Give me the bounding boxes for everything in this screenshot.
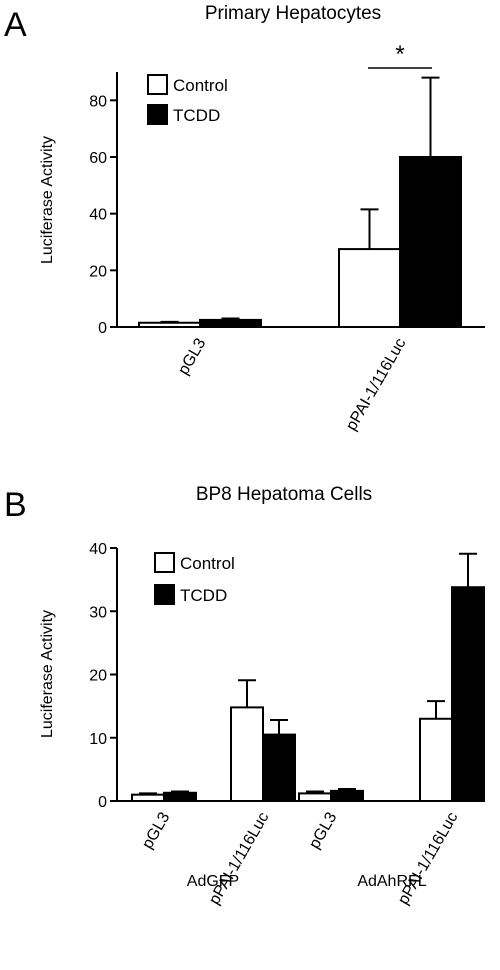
chart-a-bar-tcdd-1	[199, 318, 262, 328]
chart-a-ytick-label: 0	[98, 320, 107, 337]
chart-a-legend-label-tcdd: TCDD	[173, 106, 220, 125]
chart-b-bar-control-2	[230, 706, 264, 803]
chart-a-ytick-label: 40	[89, 207, 107, 224]
chart-a-legend-label-control: Control	[173, 76, 228, 95]
chart-a-bar-control-1	[138, 321, 201, 328]
chart-b-legend-swatch-tcdd	[154, 584, 175, 605]
chart-a-y-axis-label: Luciferase Activity	[39, 136, 56, 264]
chart-a-panel-letter: A	[4, 6, 27, 44]
chart-a-title: Primary Hepatocytes	[205, 3, 381, 24]
chart-a-category-label: pGL3	[175, 335, 209, 377]
chart-b-ytick-label: 10	[89, 731, 107, 748]
chart-b-title: BP8 Hepatoma Cells	[196, 484, 372, 505]
chart-b-ytick-label: 30	[89, 604, 107, 621]
chart-b-legend-swatch-control	[154, 552, 175, 573]
chart-a-category-label: pPAI-1/116Luc	[343, 336, 409, 434]
chart-b-category-label: pPAI-1/116Luc	[206, 810, 272, 908]
chart-a-legend-swatch-control	[147, 74, 168, 95]
chart-b-bar-control-3	[298, 792, 332, 802]
chart-b-group-label: AdAhRFL	[357, 873, 426, 890]
chart-a-ytick-label: 60	[89, 150, 107, 167]
chart-b-bar-tcdd-3	[330, 789, 364, 803]
chart-b-bar-control-1	[131, 793, 165, 802]
chart-b-ytick-label: 20	[89, 668, 107, 685]
chart-b-bar-control-4	[419, 717, 453, 803]
chart-a-ytick-label: 20	[89, 263, 107, 280]
chart-a-bar-control-2	[338, 248, 401, 328]
chart-b-panel-letter: B	[4, 486, 27, 524]
chart-b-ytick-label: 0	[98, 794, 107, 811]
chart-b-legend-label-tcdd: TCDD	[180, 586, 227, 605]
chart-a-bar-tcdd-2	[399, 156, 462, 328]
chart-a-legend-swatch-tcdd	[147, 104, 168, 125]
chart-b-bar-tcdd-1	[163, 791, 197, 803]
chart-a-significance-star: *	[395, 41, 404, 68]
chart-b-bar-tcdd-2	[262, 733, 296, 803]
chart-b-category-label: pPAI-1/116Luc	[395, 810, 461, 908]
chart-b-category-label: pGL3	[139, 809, 173, 851]
chart-b-category-label: pGL3	[306, 809, 340, 851]
chart-b-group-label: AdGFP	[187, 873, 239, 890]
chart-a-ytick-label: 80	[89, 93, 107, 110]
chart-b-y-axis-label: Luciferase Activity	[39, 610, 56, 738]
chart-b-bar-tcdd-4	[451, 586, 485, 803]
chart-b-ytick-label: 40	[89, 541, 107, 558]
chart-b-legend-label-control: Control	[180, 554, 235, 573]
